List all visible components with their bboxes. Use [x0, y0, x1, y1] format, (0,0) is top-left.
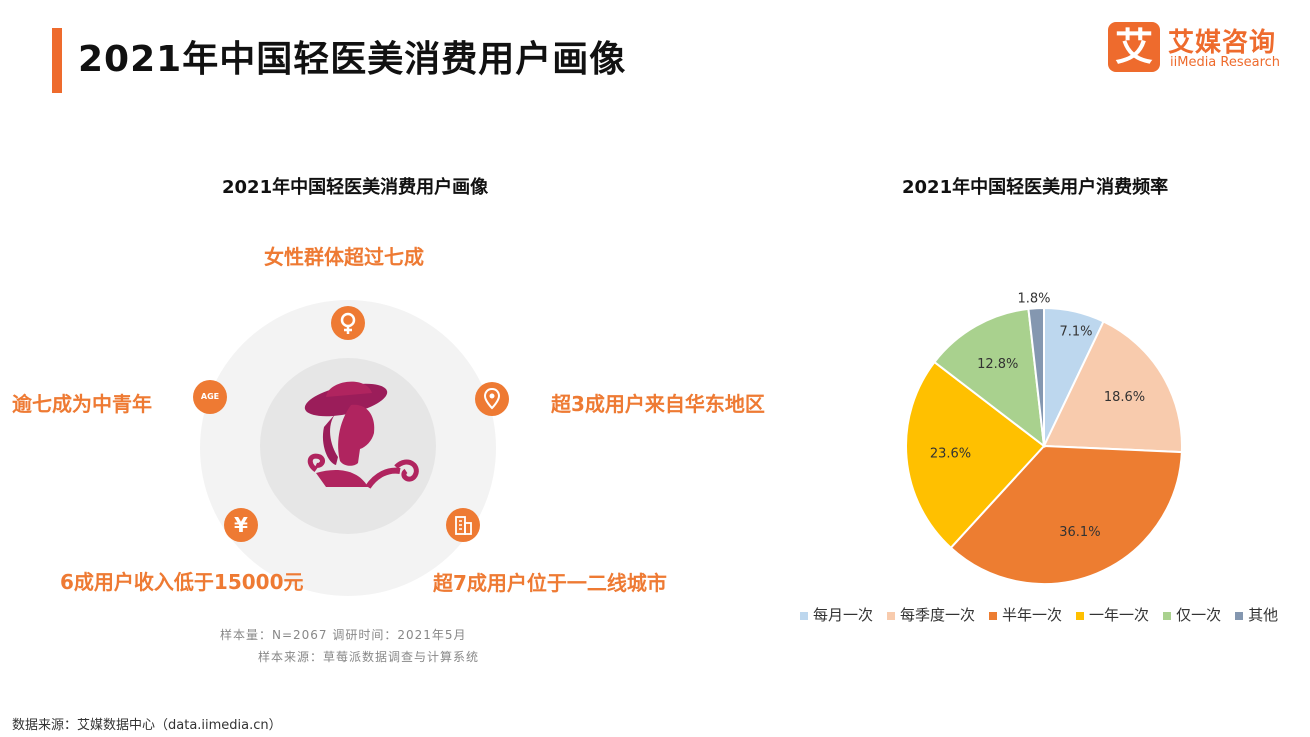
legend-label-6: 其他: [1248, 606, 1279, 624]
legend-label-3: 半年一次: [1002, 606, 1063, 624]
legend-swatch-6: [1235, 611, 1244, 620]
pie-data-label-5: 12.8%: [977, 357, 1018, 372]
iimedia-logo: 艾 艾媒咨询 iiMedia Research: [1108, 22, 1288, 74]
legend-label-4: 一年一次: [1089, 606, 1150, 624]
pie-slice-6: [1027, 306, 1045, 447]
logo-mark: 艾: [1108, 22, 1160, 72]
pie-chart-title: 2021年中国轻医美用户消费频率: [902, 177, 1169, 198]
legend-item-5: 仅一次: [1163, 604, 1221, 625]
logo-english-name: iiMedia Research: [1170, 55, 1281, 70]
legend-swatch-2: [887, 611, 896, 620]
legend-label-2: 每季度一次: [900, 606, 976, 624]
legend-swatch-5: [1163, 611, 1172, 620]
label-city: 超7成用户位于一二线城市: [433, 571, 667, 595]
frequency-pie-chart: 7.1% 18.6% 36.1% 23.6% 12.8% 1.8%: [905, 292, 1183, 585]
profile-section-title: 2021年中国轻医美消费用户画像: [222, 177, 489, 198]
yuan-icon: ¥: [224, 508, 258, 542]
sample-note: 样本量：N=2067 调研时间：2021年5月: [220, 628, 467, 642]
pie-data-label-4: 23.6%: [930, 447, 971, 462]
pie-data-label-3: 36.1%: [1059, 525, 1100, 540]
woman-silhouette-icon: [304, 381, 419, 489]
legend-item-1: 每月一次: [800, 604, 873, 625]
pie-slice-3: [949, 444, 1183, 585]
legend-item-4: 一年一次: [1076, 604, 1149, 625]
legend-swatch-4: [1076, 611, 1085, 620]
pie-legend: 每月一次 每季度一次 半年一次 一年一次 仅一次 其他: [800, 604, 1292, 626]
location-pin-icon: [475, 382, 509, 416]
legend-label-1: 每月一次: [813, 606, 874, 624]
sample-source-note: 样本来源：草莓派数据调查与计算系统: [258, 650, 480, 664]
pie-data-label-1: 7.1%: [1059, 325, 1092, 340]
legend-swatch-1: [800, 611, 808, 620]
legend-item-6: 其他: [1235, 604, 1278, 625]
label-age: 逾七成为中青年: [12, 392, 152, 416]
title-accent-bar: [52, 28, 62, 93]
pie-data-label-2: 18.6%: [1104, 390, 1145, 405]
pie-data-label-6: 1.8%: [1017, 292, 1050, 307]
legend-label-5: 仅一次: [1176, 606, 1222, 624]
yuan-icon-text: ¥: [234, 513, 248, 537]
page-title: 2021年中国轻医美消费用户画像: [78, 39, 627, 80]
building-icon: [446, 508, 480, 542]
label-income: 6成用户收入低于15000元: [60, 570, 304, 594]
legend-swatch-3: [989, 611, 998, 620]
logo-chinese-name: 艾媒咨询: [1168, 28, 1277, 58]
pie-slice-2: [1042, 320, 1183, 454]
pie-slice-5: [933, 307, 1046, 449]
age-icon-text: AGE: [200, 392, 220, 401]
data-source-footer: 数据来源：艾媒数据中心（data.iimedia.cn）: [12, 718, 282, 733]
label-female: 女性群体超过七成: [264, 245, 424, 269]
age-icon: AGE: [193, 380, 227, 414]
pie-slice-4: [905, 360, 1046, 550]
legend-item-2: 每季度一次: [887, 604, 975, 625]
label-region: 超3成用户来自华东地区: [551, 392, 765, 416]
legend-item-3: 半年一次: [989, 604, 1062, 625]
female-symbol-icon: [331, 306, 365, 340]
